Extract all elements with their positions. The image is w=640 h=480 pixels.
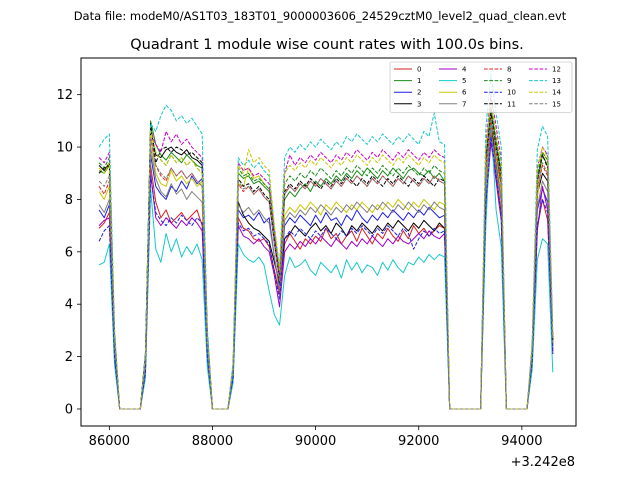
x-tick-label: 92000 xyxy=(398,434,439,449)
legend-label-5: 5 xyxy=(462,77,466,85)
y-tick-label: 2 xyxy=(65,350,73,365)
x-axis-offset-label: +3.242e8 xyxy=(511,455,575,470)
legend-label-13: 13 xyxy=(552,77,561,85)
x-tick-label: 94000 xyxy=(501,434,542,449)
y-tick-label: 4 xyxy=(65,298,73,313)
legend-label-10: 10 xyxy=(507,89,516,97)
x-tick-label: 88000 xyxy=(192,434,233,449)
legend-label-14: 14 xyxy=(552,89,561,97)
legend-label-11: 11 xyxy=(507,100,516,108)
legend-label-2: 2 xyxy=(417,89,421,97)
figure-suptitle: Data file: modeM0/AS1T03_183T01_90000036… xyxy=(74,9,567,23)
x-tick-label: 90000 xyxy=(295,434,336,449)
x-tick-label: 86000 xyxy=(89,434,130,449)
y-tick-label: 8 xyxy=(65,193,73,208)
y-tick-label: 0 xyxy=(65,402,73,417)
y-tick-label: 6 xyxy=(65,245,73,260)
series-layer xyxy=(98,73,554,410)
series-line-14 xyxy=(98,99,554,410)
legend-label-12: 12 xyxy=(552,66,561,74)
legend-label-15: 15 xyxy=(552,100,561,108)
legend-label-3: 3 xyxy=(417,100,421,108)
legend-label-9: 9 xyxy=(507,77,511,85)
legend-label-6: 6 xyxy=(462,89,467,97)
legend-label-0: 0 xyxy=(417,66,421,74)
y-tick-label: 10 xyxy=(56,141,73,156)
legend-box xyxy=(389,61,573,113)
y-tick-label: 12 xyxy=(56,88,73,103)
legend-label-7: 7 xyxy=(462,100,466,108)
chart-title: Quadrant 1 module wise count rates with … xyxy=(130,37,524,53)
legend-label-1: 1 xyxy=(417,77,421,85)
series-line-15 xyxy=(98,117,554,410)
plot-frame xyxy=(80,57,577,427)
legend-label-8: 8 xyxy=(507,66,511,74)
legend-label-4: 4 xyxy=(462,66,467,74)
axes-layer: 86000 88000 90000 92000 94000 0 2 4 6 8 10 12 xyxy=(56,88,542,449)
